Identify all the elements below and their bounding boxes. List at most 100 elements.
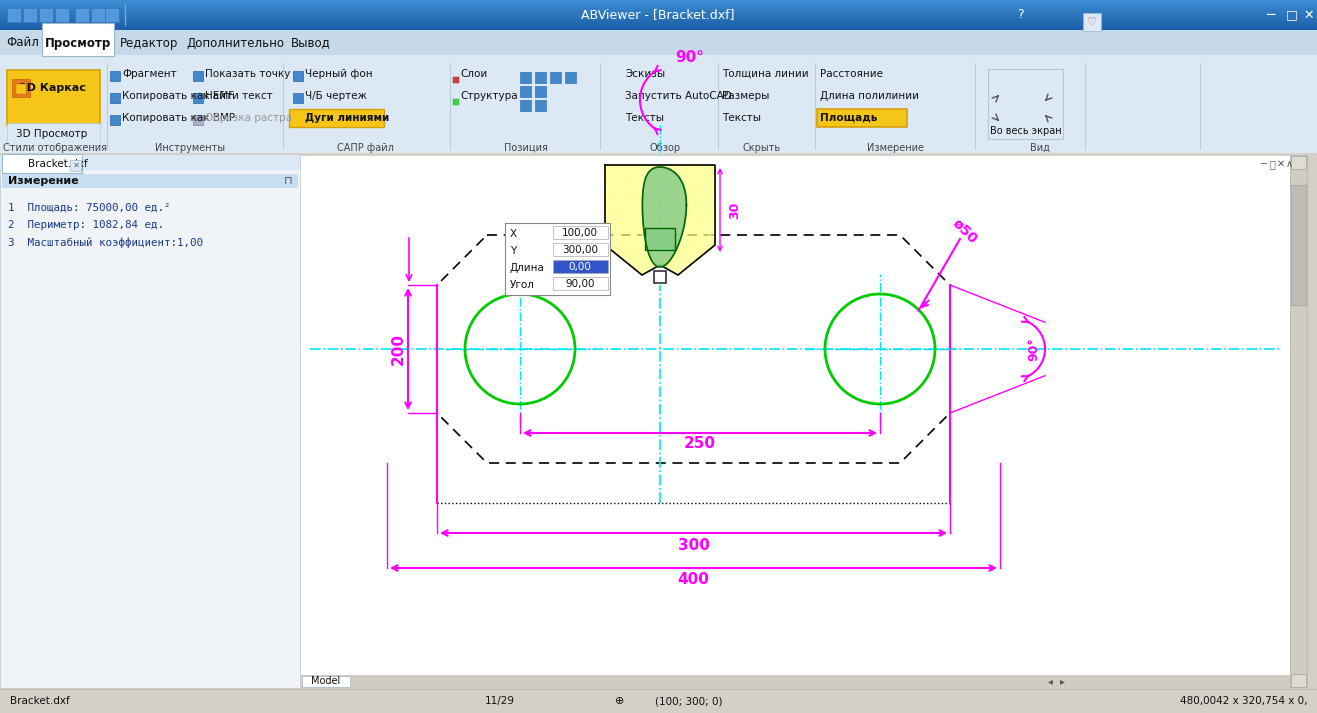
Bar bbox=[504, 223, 610, 295]
Bar bbox=[551, 72, 561, 83]
Bar bbox=[535, 100, 547, 111]
Polygon shape bbox=[605, 165, 715, 275]
Bar bbox=[1289, 155, 1306, 688]
Text: Измерение: Измерение bbox=[867, 143, 923, 153]
Text: Стили отображения: Стили отображения bbox=[3, 143, 107, 153]
Text: 250: 250 bbox=[684, 436, 716, 451]
Bar bbox=[0, 9, 1317, 10]
Bar bbox=[520, 72, 531, 83]
Text: Во весь экран: Во весь экран bbox=[990, 126, 1062, 136]
Text: ?: ? bbox=[1017, 9, 1023, 21]
Bar bbox=[0, 6, 500, 7]
Bar bbox=[0, 688, 1317, 713]
Bar bbox=[500, 45, 1317, 46]
Text: Длина: Длина bbox=[510, 263, 545, 273]
Text: 200: 200 bbox=[391, 333, 406, 365]
Bar bbox=[655, 271, 666, 283]
Bar bbox=[70, 160, 82, 171]
Text: Тексты: Тексты bbox=[722, 113, 761, 123]
Bar bbox=[535, 86, 547, 97]
Bar bbox=[500, 32, 1317, 33]
Bar bbox=[0, 11, 500, 12]
Bar bbox=[0, 1, 500, 2]
Text: ✕: ✕ bbox=[72, 160, 79, 170]
Text: (100; 300; 0): (100; 300; 0) bbox=[655, 696, 723, 706]
Bar bbox=[817, 109, 907, 127]
Text: Измерение: Измерение bbox=[8, 176, 79, 186]
Bar bbox=[0, 27, 500, 28]
Text: Инструменты: Инструменты bbox=[155, 143, 225, 153]
Bar bbox=[553, 260, 608, 273]
Bar bbox=[111, 115, 120, 125]
Bar bbox=[500, 50, 1317, 51]
Text: Обзор: Обзор bbox=[649, 143, 681, 153]
Bar bbox=[0, 4, 1317, 5]
Text: 2  Периметр: 1082,84 ед.: 2 Периметр: 1082,84 ед. bbox=[8, 220, 165, 230]
Bar bbox=[7, 8, 21, 22]
Bar bbox=[500, 48, 1317, 49]
Bar bbox=[0, 19, 500, 20]
Bar bbox=[1083, 13, 1101, 31]
Text: Дополнительно: Дополнительно bbox=[186, 36, 284, 49]
Text: ⧉: ⧉ bbox=[1270, 159, 1275, 169]
Bar bbox=[0, 21, 500, 22]
Bar bbox=[300, 675, 1289, 688]
Bar bbox=[0, 1, 1317, 2]
Bar bbox=[0, 13, 500, 14]
Bar bbox=[553, 277, 608, 290]
Bar bbox=[1291, 674, 1306, 687]
Bar bbox=[0, 9, 500, 10]
Bar bbox=[0, 10, 1317, 11]
Bar bbox=[0, 18, 500, 19]
Bar bbox=[0, 28, 500, 29]
Bar bbox=[40, 8, 53, 22]
Text: 0,00: 0,00 bbox=[569, 262, 591, 272]
Bar bbox=[0, 28, 1317, 29]
Text: Эскизы: Эскизы bbox=[626, 69, 665, 79]
Text: Bracket.dxf: Bracket.dxf bbox=[11, 696, 70, 706]
Bar bbox=[500, 44, 1317, 45]
Text: Расстояние: Расстояние bbox=[820, 69, 882, 79]
Text: ABViewer - [Bracket.dxf]: ABViewer - [Bracket.dxf] bbox=[581, 9, 735, 21]
Bar bbox=[0, 6, 1317, 7]
Bar bbox=[500, 35, 1317, 36]
Bar bbox=[0, 24, 500, 25]
Bar bbox=[0, 12, 500, 13]
Text: ◂: ◂ bbox=[1047, 676, 1052, 686]
Bar bbox=[500, 31, 1317, 32]
Bar bbox=[0, 155, 300, 170]
Bar bbox=[0, 2, 500, 3]
Bar bbox=[500, 34, 1317, 35]
Bar bbox=[500, 40, 1317, 41]
Bar bbox=[500, 43, 1317, 44]
Bar bbox=[0, 26, 500, 27]
Bar bbox=[16, 84, 26, 94]
Bar bbox=[0, 22, 1317, 23]
Text: 480,0042 x 320,754 x 0,: 480,0042 x 320,754 x 0, bbox=[1180, 696, 1308, 706]
Bar bbox=[500, 51, 1317, 52]
Text: Bracket.dxf: Bracket.dxf bbox=[28, 159, 88, 169]
Text: X: X bbox=[510, 229, 518, 239]
Text: Структура: Структура bbox=[460, 91, 518, 101]
Bar bbox=[0, 2, 1317, 3]
Bar bbox=[3, 154, 82, 173]
Bar bbox=[0, 15, 1317, 16]
Bar bbox=[0, 12, 1317, 13]
Bar bbox=[7, 70, 100, 125]
Text: Y: Y bbox=[510, 246, 516, 256]
Text: Показать точку: Показать точку bbox=[205, 69, 290, 79]
Bar bbox=[553, 226, 608, 239]
Bar bbox=[0, 27, 1317, 28]
Bar bbox=[292, 93, 303, 103]
Bar bbox=[194, 93, 203, 103]
Bar bbox=[565, 72, 576, 83]
Text: ─: ─ bbox=[1266, 8, 1274, 22]
Bar bbox=[0, 17, 500, 18]
Bar bbox=[0, 17, 1317, 18]
Bar bbox=[111, 93, 120, 103]
Bar bbox=[645, 228, 676, 250]
Bar bbox=[0, 14, 1317, 15]
Bar bbox=[0, 155, 300, 688]
Text: 90°: 90° bbox=[1027, 337, 1040, 361]
Bar bbox=[988, 69, 1063, 139]
